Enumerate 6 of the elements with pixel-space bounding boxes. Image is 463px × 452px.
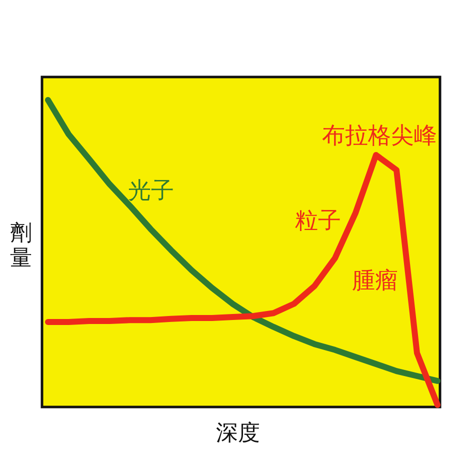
series-label: 粒子 (295, 208, 341, 234)
annotation: 腫瘤 (352, 268, 398, 294)
y-axis-title: 劑量 (10, 221, 32, 271)
annotation: 布拉格尖峰 (322, 123, 437, 149)
series-label: 光子 (128, 178, 174, 204)
x-axis-title: 深度 (216, 421, 260, 446)
